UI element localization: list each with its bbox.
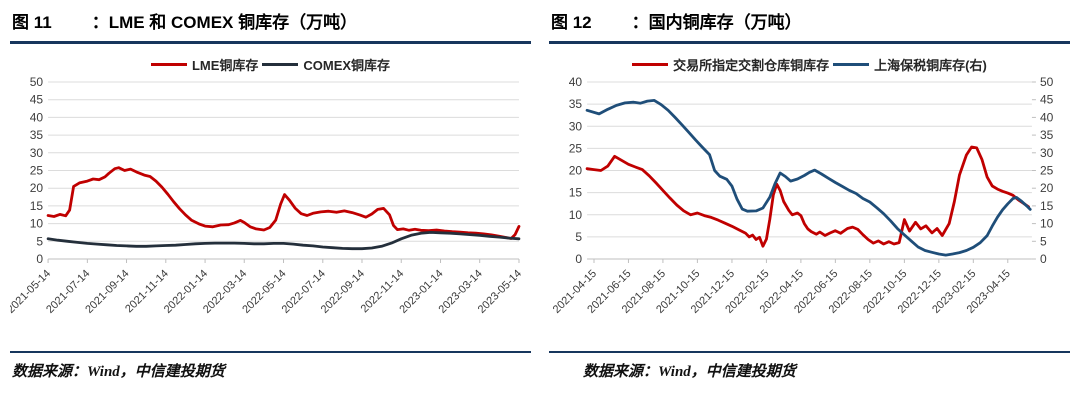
- footer-rule: [549, 351, 1070, 353]
- svg-text:20: 20: [569, 164, 583, 178]
- svg-text:10: 10: [569, 208, 583, 222]
- figure-panel-domestic: 图 12 ：国内铜库存（万吨） 交易所指定交割仓库铜库存 上海保税铜库存(右) 0 5…: [549, 5, 1070, 381]
- figure-caption: 图 11 ：LME 和 COMEX 铜库存（万吨）: [10, 5, 531, 41]
- svg-text:50: 50: [1040, 75, 1054, 89]
- svg-text:20: 20: [1040, 181, 1054, 195]
- legend-label: LME铜库存: [191, 58, 259, 73]
- svg-text:0: 0: [575, 252, 582, 266]
- chart-legend: 交易所指定交割仓库铜库存 上海保税铜库存(右): [549, 55, 1070, 74]
- svg-text:10: 10: [1040, 217, 1054, 231]
- legend-line-swatch: [262, 63, 299, 66]
- svg-text:5: 5: [575, 230, 582, 244]
- figure-title: ：LME 和 COMEX 铜库存（万吨）: [91, 13, 358, 32]
- legend-line-swatch: [632, 63, 669, 66]
- footer-rule: [10, 351, 531, 353]
- legend-item: COMEX铜库存: [262, 55, 390, 74]
- legend-line-swatch: [833, 63, 870, 66]
- svg-text:0: 0: [1040, 252, 1047, 266]
- svg-text:25: 25: [569, 141, 583, 155]
- svg-text:40: 40: [30, 110, 44, 124]
- report-figures-row: 图 11 ：LME 和 COMEX 铜库存（万吨） LME铜库存 COMEX铜库存 …: [10, 5, 1070, 381]
- line-chart-lme-comex-inventory: 051015202530354045502021-05-142021-07-14…: [10, 75, 524, 316]
- svg-text:15: 15: [1040, 199, 1054, 213]
- svg-text:35: 35: [569, 97, 583, 111]
- legend-item: 交易所指定交割仓库铜库存: [632, 55, 829, 74]
- svg-text:15: 15: [30, 199, 44, 213]
- svg-text:30: 30: [569, 119, 583, 133]
- legend-item: LME铜库存: [150, 55, 259, 74]
- svg-text:10: 10: [30, 217, 44, 231]
- svg-text:25: 25: [1040, 164, 1054, 178]
- svg-text:15: 15: [569, 186, 583, 200]
- data-source-note: 数据来源：Wind，中信建投期货: [12, 364, 225, 380]
- svg-text:45: 45: [30, 93, 44, 107]
- svg-text:30: 30: [1040, 146, 1054, 160]
- svg-text:45: 45: [1040, 93, 1054, 107]
- figure-title: ：国内铜库存（万吨）: [631, 13, 802, 32]
- svg-text:50: 50: [30, 75, 44, 89]
- caption-underline: [549, 41, 1070, 44]
- legend-label: 交易所指定交割仓库铜库存: [673, 58, 830, 73]
- chart-legend: LME铜库存 COMEX铜库存: [10, 55, 531, 74]
- figure-caption: 图 12 ：国内铜库存（万吨）: [549, 5, 1070, 41]
- figure-number: 图 11: [12, 13, 52, 32]
- svg-text:40: 40: [569, 75, 583, 89]
- svg-text:25: 25: [30, 164, 44, 178]
- svg-text:30: 30: [30, 146, 44, 160]
- svg-text:40: 40: [1040, 110, 1054, 124]
- caption-underline: [10, 41, 531, 44]
- svg-text:20: 20: [30, 181, 44, 195]
- data-source-note: 数据来源：Wind，中信建投期货: [583, 364, 796, 380]
- figure-number: 图 12: [551, 13, 592, 32]
- legend-label: COMEX铜库存: [303, 58, 391, 73]
- legend-label: 上海保税铜库存(右): [874, 58, 987, 73]
- svg-text:5: 5: [36, 234, 43, 248]
- legend-line-swatch: [150, 63, 187, 66]
- svg-text:0: 0: [36, 252, 43, 266]
- svg-text:5: 5: [1040, 234, 1047, 248]
- legend-item: 上海保税铜库存(右): [833, 55, 987, 74]
- line-chart-domestic-copper-inventory: 0510152025303540051015202530354045502021…: [551, 75, 1054, 316]
- figure-panel-lme-comex: 图 11 ：LME 和 COMEX 铜库存（万吨） LME铜库存 COMEX铜库存 …: [10, 5, 531, 381]
- svg-text:35: 35: [1040, 128, 1054, 142]
- svg-text:35: 35: [30, 128, 44, 142]
